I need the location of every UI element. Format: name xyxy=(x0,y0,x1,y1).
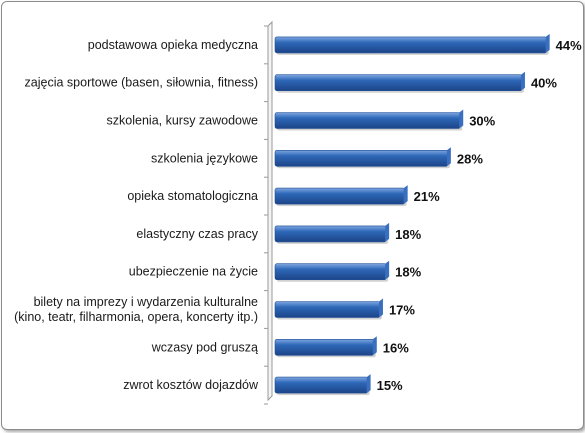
category-label: podstawowa opieka medyczna xyxy=(88,38,258,52)
bar xyxy=(274,187,405,205)
category-label: opieka stomatologiczna xyxy=(127,189,258,203)
data-label: 40% xyxy=(531,76,557,91)
category-label: ubezpieczenie na życie xyxy=(129,265,258,279)
bar-end-face xyxy=(385,260,390,280)
bar xyxy=(274,112,461,129)
data-label: 18% xyxy=(395,265,421,280)
bar xyxy=(274,376,368,394)
bar xyxy=(274,263,387,281)
data-label: 30% xyxy=(469,114,495,129)
bar-end-face xyxy=(545,33,550,53)
data-label: 28% xyxy=(457,151,483,166)
category-label: zwrot kosztów dojazdów xyxy=(123,378,259,392)
bar xyxy=(274,150,449,167)
category-label: (kino, teatr, filharmonia, opera, koncer… xyxy=(14,310,258,324)
category-label: zajęcia sportowe (basen, siłownia, fitne… xyxy=(25,76,258,90)
data-label: 44% xyxy=(556,38,582,53)
category-label: szkolenia, kursy zawodowe xyxy=(107,114,259,128)
bar-end-face xyxy=(366,374,371,394)
data-label: 21% xyxy=(414,189,440,204)
bar-end-face xyxy=(403,185,408,205)
data-label: 18% xyxy=(395,227,421,242)
data-label: 17% xyxy=(389,303,415,318)
bar xyxy=(274,36,547,54)
bar-end-face xyxy=(520,71,525,91)
axis-wall xyxy=(267,20,273,402)
bar-end-face xyxy=(446,147,451,167)
bar xyxy=(274,74,523,91)
bar-end-face xyxy=(372,336,377,356)
data-label: 15% xyxy=(377,378,403,393)
bar-end-face xyxy=(459,109,464,129)
category-label: bilety na imprezy i wydarzenia kulturaln… xyxy=(34,295,258,309)
bar-end-face xyxy=(378,298,383,318)
category-label: wczasy pod gruszą xyxy=(151,340,258,354)
category-label: szkolenia językowe xyxy=(151,151,258,165)
category-label: elastyczny czas pracy xyxy=(136,227,258,241)
bar xyxy=(274,225,387,243)
data-label: 16% xyxy=(383,340,409,355)
bar xyxy=(274,301,381,318)
bar-end-face xyxy=(385,222,390,242)
bar xyxy=(274,338,375,356)
